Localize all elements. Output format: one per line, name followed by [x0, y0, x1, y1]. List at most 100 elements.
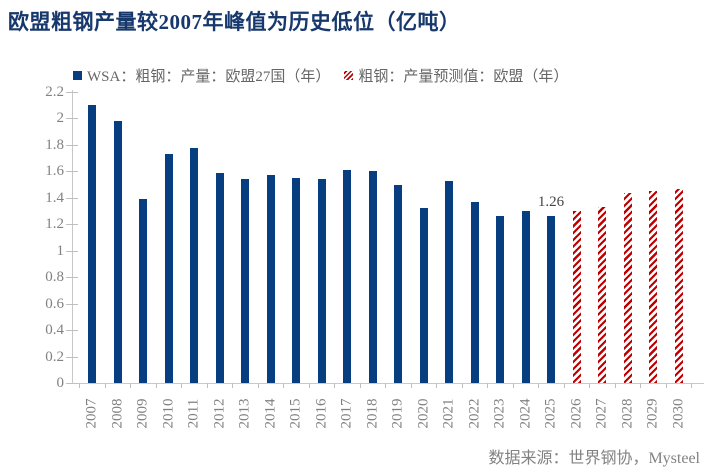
- y-label-0.6: 0.6: [45, 295, 64, 312]
- y-label-1.2: 1.2: [45, 216, 64, 233]
- y-label-1.4: 1.4: [45, 189, 64, 206]
- x-tick: [181, 383, 183, 388]
- bar-2020: [419, 208, 428, 383]
- bar-2018: [368, 171, 377, 383]
- x-tick: [410, 383, 412, 388]
- bar-2023: [496, 216, 504, 383]
- x-axis-line: [72, 383, 704, 384]
- legend-label-production: WSA：粗钢：产量：欧盟27国（年）: [87, 69, 331, 85]
- y-label-1.8: 1.8: [45, 136, 64, 153]
- x-label-2025: 2025: [542, 398, 559, 429]
- bar-2022: [470, 201, 479, 383]
- bar-2008: [113, 121, 122, 383]
- x-label-2028: 2028: [619, 398, 635, 429]
- x-tick: [257, 383, 259, 388]
- y-label-0: 0: [56, 375, 65, 391]
- x-label-2029: 2029: [644, 398, 661, 429]
- y-tick: [66, 118, 78, 120]
- bar-2025: [547, 216, 555, 383]
- x-label-2019: 2019: [389, 398, 406, 429]
- x-label-2022: 2022: [466, 398, 482, 429]
- x-label-2009: 2009: [134, 398, 151, 429]
- bar-2026: [572, 211, 581, 383]
- bar-2017: [343, 170, 351, 383]
- x-tick: [512, 383, 514, 388]
- x-label-2011: 2011: [185, 398, 202, 429]
- x-label-2008: 2008: [109, 398, 125, 429]
- x-label-2014: 2014: [262, 398, 278, 429]
- y-tick: [66, 303, 78, 305]
- x-label-2027: 2027: [593, 398, 610, 429]
- x-label-2017: 2017: [338, 398, 355, 429]
- x-tick: [614, 383, 616, 388]
- x-label-2026: 2026: [568, 398, 584, 429]
- x-label-2015: 2015: [287, 398, 304, 429]
- x-tick: [283, 383, 285, 388]
- x-tick: [359, 383, 361, 388]
- chart-title: 欧盟粗钢产量较2007年峰值为历史低位（亿吨）: [8, 10, 461, 34]
- x-label-2007: 2007: [83, 398, 100, 429]
- legend: WSA：粗钢：产量：欧盟27国（年） 粗钢：产量预测值：欧盟（年）: [73, 65, 568, 86]
- y-tick: [66, 383, 78, 384]
- x-tick: [104, 383, 106, 388]
- x-tick: [691, 383, 693, 388]
- bar-2011: [190, 147, 198, 383]
- x-label-2024: 2024: [517, 398, 533, 429]
- bar-2012: [215, 172, 224, 383]
- bar-2015: [292, 177, 300, 383]
- bar-2010: [164, 154, 173, 383]
- y-tick: [66, 171, 78, 173]
- y-label-0.4: 0.4: [45, 322, 64, 339]
- y-tick: [66, 277, 78, 279]
- bar-2013: [241, 179, 249, 383]
- y-tick: [66, 92, 78, 93]
- bar-2024: [521, 211, 530, 383]
- x-label-2023: 2023: [491, 398, 508, 429]
- x-tick: [308, 383, 310, 388]
- x-label-2010: 2010: [160, 398, 176, 429]
- x-tick: [640, 383, 642, 388]
- bar-2030: [674, 188, 683, 383]
- y-label-2.2: 2.2: [45, 84, 64, 100]
- y-label-0.8: 0.8: [45, 269, 64, 286]
- x-tick: [130, 383, 132, 388]
- y-label-1.6: 1.6: [45, 163, 64, 180]
- legend-swatch-solid-icon: [73, 71, 82, 80]
- x-tick: [461, 383, 463, 388]
- x-label-2018: 2018: [364, 398, 380, 429]
- x-tick: [334, 383, 336, 388]
- y-tick: [66, 356, 78, 358]
- bar-2027: [598, 207, 606, 383]
- x-tick: [487, 383, 489, 388]
- legend-item-production: WSA：粗钢：产量：欧盟27国（年）: [73, 65, 330, 86]
- x-label-2030: 2030: [670, 398, 686, 429]
- y-axis-line: [72, 90, 73, 384]
- y-label-2: 2: [56, 110, 65, 127]
- y-label-0.2: 0.2: [45, 348, 64, 365]
- bar-2021: [445, 180, 453, 383]
- x-label-2012: 2012: [211, 398, 227, 429]
- x-tick: [563, 383, 565, 388]
- y-tick: [66, 197, 78, 199]
- bar-2007: [88, 105, 96, 383]
- x-label-2013: 2013: [236, 398, 253, 429]
- x-tick: [232, 383, 234, 388]
- x-tick: [79, 383, 81, 388]
- x-label-2020: 2020: [415, 398, 431, 429]
- y-tick: [66, 250, 78, 252]
- legend-swatch-hatched-icon: [344, 71, 354, 80]
- bar-2019: [394, 184, 402, 383]
- bar-2009: [139, 199, 147, 383]
- x-label-2021: 2021: [440, 398, 457, 429]
- y-tick: [66, 144, 78, 146]
- data-label-2025: 1.26: [537, 194, 565, 211]
- y-tick: [66, 330, 78, 332]
- y-label-1: 1: [56, 242, 65, 259]
- source-note: 数据来源：世界钢协，Mysteel: [488, 450, 700, 467]
- bar-2029: [649, 191, 657, 383]
- bar-2014: [266, 175, 275, 383]
- bar-2028: [623, 192, 632, 383]
- legend-label-forecast: 粗钢：产量预测值：欧盟（年）: [358, 69, 569, 85]
- x-tick: [206, 383, 208, 388]
